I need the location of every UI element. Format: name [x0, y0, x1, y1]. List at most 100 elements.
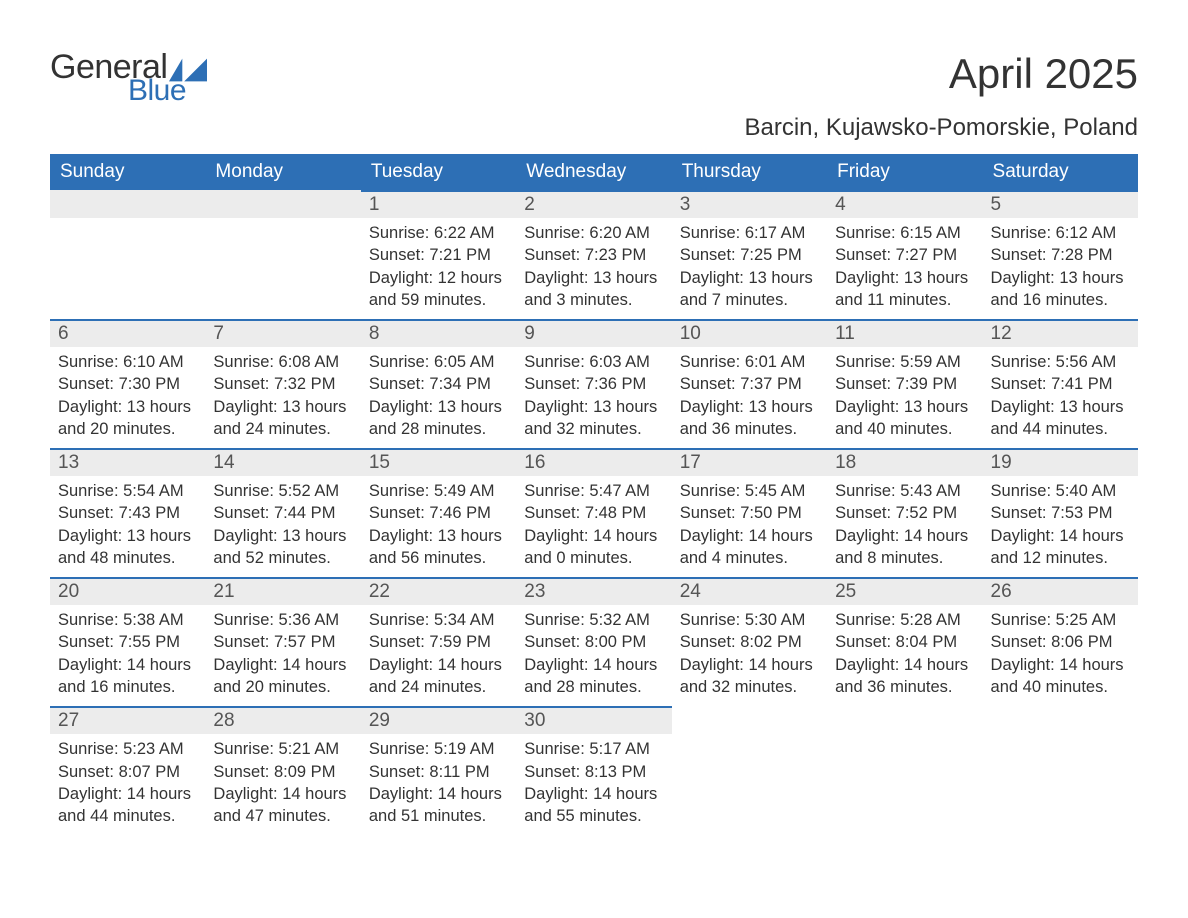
- sunrise-label: Sunrise:: [213, 611, 274, 629]
- day-content: Sunrise: 5:40 AMSunset: 7:53 PMDaylight:…: [983, 476, 1138, 577]
- weekday-header: Tuesday: [361, 154, 516, 190]
- daylight-line: Daylight: 14 hours and 32 minutes.: [680, 654, 819, 699]
- sunrise-value: 5:32 AM: [589, 611, 650, 629]
- sunrise-line: Sunrise: 5:52 AM: [213, 480, 352, 502]
- sunrise-label: Sunrise:: [991, 353, 1052, 371]
- calendar-day-cell: [205, 190, 360, 319]
- day-content: Sunrise: 6:03 AMSunset: 7:36 PMDaylight:…: [516, 347, 671, 448]
- daylight-line: Daylight: 13 hours and 11 minutes.: [835, 267, 974, 312]
- sunrise-value: 6:12 AM: [1056, 224, 1117, 242]
- daylight-label: Daylight:: [369, 269, 433, 287]
- sunset-value: 7:43 PM: [119, 504, 180, 522]
- daylight-line: Daylight: 14 hours and 24 minutes.: [369, 654, 508, 699]
- location-text: Barcin, Kujawsko-Pomorskie, Poland: [50, 114, 1138, 142]
- sunset-line: Sunset: 7:21 PM: [369, 244, 508, 266]
- daylight-label: Daylight:: [991, 398, 1055, 416]
- sunrise-line: Sunrise: 5:30 AM: [680, 609, 819, 631]
- sunset-value: 7:23 PM: [585, 246, 646, 264]
- sunrise-value: 5:49 AM: [434, 482, 495, 500]
- sunrise-value: 5:59 AM: [900, 353, 961, 371]
- sunset-line: Sunset: 7:41 PM: [991, 373, 1130, 395]
- sunset-value: 7:55 PM: [119, 633, 180, 651]
- day-content: Sunrise: 5:43 AMSunset: 7:52 PMDaylight:…: [827, 476, 982, 577]
- day-number: 16: [516, 448, 671, 476]
- sunset-label: Sunset:: [835, 633, 891, 651]
- sunrise-line: Sunrise: 5:23 AM: [58, 738, 197, 760]
- sunset-line: Sunset: 8:04 PM: [835, 631, 974, 653]
- empty-day-header: [205, 190, 360, 218]
- sunset-line: Sunset: 7:52 PM: [835, 502, 974, 524]
- sunrise-value: 6:20 AM: [589, 224, 650, 242]
- day-content: Sunrise: 6:01 AMSunset: 7:37 PMDaylight:…: [672, 347, 827, 448]
- sunrise-line: Sunrise: 5:19 AM: [369, 738, 508, 760]
- sunrise-value: 5:52 AM: [279, 482, 340, 500]
- calendar-day-cell: 14Sunrise: 5:52 AMSunset: 7:44 PMDayligh…: [205, 448, 360, 577]
- sunset-line: Sunset: 8:00 PM: [524, 631, 663, 653]
- day-number: 20: [50, 577, 205, 605]
- sunrise-value: 6:22 AM: [434, 224, 495, 242]
- daylight-line: Daylight: 14 hours and 44 minutes.: [58, 783, 197, 828]
- daylight-line: Daylight: 14 hours and 55 minutes.: [524, 783, 663, 828]
- sunrise-line: Sunrise: 6:12 AM: [991, 222, 1130, 244]
- calendar-week-row: 1Sunrise: 6:22 AMSunset: 7:21 PMDaylight…: [50, 190, 1138, 319]
- calendar-day-cell: 25Sunrise: 5:28 AMSunset: 8:04 PMDayligh…: [827, 577, 982, 706]
- daylight-label: Daylight:: [680, 269, 744, 287]
- day-number: 15: [361, 448, 516, 476]
- sunrise-label: Sunrise:: [835, 353, 896, 371]
- sunset-value: 7:30 PM: [119, 375, 180, 393]
- sunset-label: Sunset:: [524, 633, 580, 651]
- sunset-value: 8:09 PM: [274, 763, 335, 781]
- day-content: Sunrise: 5:47 AMSunset: 7:48 PMDaylight:…: [516, 476, 671, 577]
- sunset-value: 7:59 PM: [429, 633, 490, 651]
- sunset-line: Sunset: 8:09 PM: [213, 761, 352, 783]
- calendar-day-cell: 19Sunrise: 5:40 AMSunset: 7:53 PMDayligh…: [983, 448, 1138, 577]
- day-number: 17: [672, 448, 827, 476]
- calendar-day-cell: 9Sunrise: 6:03 AMSunset: 7:36 PMDaylight…: [516, 319, 671, 448]
- sunset-label: Sunset:: [991, 246, 1047, 264]
- sunrise-value: 5:56 AM: [1056, 353, 1117, 371]
- sunrise-label: Sunrise:: [835, 482, 896, 500]
- sunset-label: Sunset:: [58, 763, 114, 781]
- daylight-label: Daylight:: [835, 527, 899, 545]
- sunrise-line: Sunrise: 5:38 AM: [58, 609, 197, 631]
- sunrise-label: Sunrise:: [524, 353, 585, 371]
- daylight-line: Daylight: 13 hours and 36 minutes.: [680, 396, 819, 441]
- sunrise-value: 5:30 AM: [745, 611, 806, 629]
- daylight-line: Daylight: 13 hours and 52 minutes.: [213, 525, 352, 570]
- calendar-week-row: 27Sunrise: 5:23 AMSunset: 8:07 PMDayligh…: [50, 706, 1138, 835]
- sunset-label: Sunset:: [680, 633, 736, 651]
- day-number: 13: [50, 448, 205, 476]
- calendar-day-cell: 26Sunrise: 5:25 AMSunset: 8:06 PMDayligh…: [983, 577, 1138, 706]
- day-content: Sunrise: 5:59 AMSunset: 7:39 PMDaylight:…: [827, 347, 982, 448]
- day-number: 14: [205, 448, 360, 476]
- sunrise-line: Sunrise: 5:21 AM: [213, 738, 352, 760]
- daylight-line: Daylight: 13 hours and 40 minutes.: [835, 396, 974, 441]
- day-number: 24: [672, 577, 827, 605]
- daylight-line: Daylight: 14 hours and 47 minutes.: [213, 783, 352, 828]
- weekday-header: Saturday: [983, 154, 1138, 190]
- sunset-value: 7:27 PM: [896, 246, 957, 264]
- daylight-line: Daylight: 14 hours and 8 minutes.: [835, 525, 974, 570]
- sunrise-label: Sunrise:: [369, 353, 430, 371]
- sunset-value: 8:06 PM: [1051, 633, 1112, 651]
- sunrise-value: 6:01 AM: [745, 353, 806, 371]
- day-number: 18: [827, 448, 982, 476]
- sunset-label: Sunset:: [680, 504, 736, 522]
- sunrise-value: 5:25 AM: [1056, 611, 1117, 629]
- sunrise-line: Sunrise: 5:45 AM: [680, 480, 819, 502]
- day-number: 2: [516, 190, 671, 218]
- day-content: Sunrise: 5:28 AMSunset: 8:04 PMDaylight:…: [827, 605, 982, 706]
- sunset-value: 7:34 PM: [429, 375, 490, 393]
- daylight-label: Daylight:: [213, 785, 277, 803]
- sunrise-label: Sunrise:: [58, 740, 119, 758]
- sunset-label: Sunset:: [991, 504, 1047, 522]
- day-number: 21: [205, 577, 360, 605]
- sunset-value: 7:48 PM: [585, 504, 646, 522]
- sunrise-line: Sunrise: 5:36 AM: [213, 609, 352, 631]
- sunrise-value: 5:28 AM: [900, 611, 961, 629]
- calendar-day-cell: 13Sunrise: 5:54 AMSunset: 7:43 PMDayligh…: [50, 448, 205, 577]
- daylight-line: Daylight: 12 hours and 59 minutes.: [369, 267, 508, 312]
- sunrise-label: Sunrise:: [524, 611, 585, 629]
- day-content: Sunrise: 5:17 AMSunset: 8:13 PMDaylight:…: [516, 734, 671, 835]
- day-content: Sunrise: 6:12 AMSunset: 7:28 PMDaylight:…: [983, 218, 1138, 319]
